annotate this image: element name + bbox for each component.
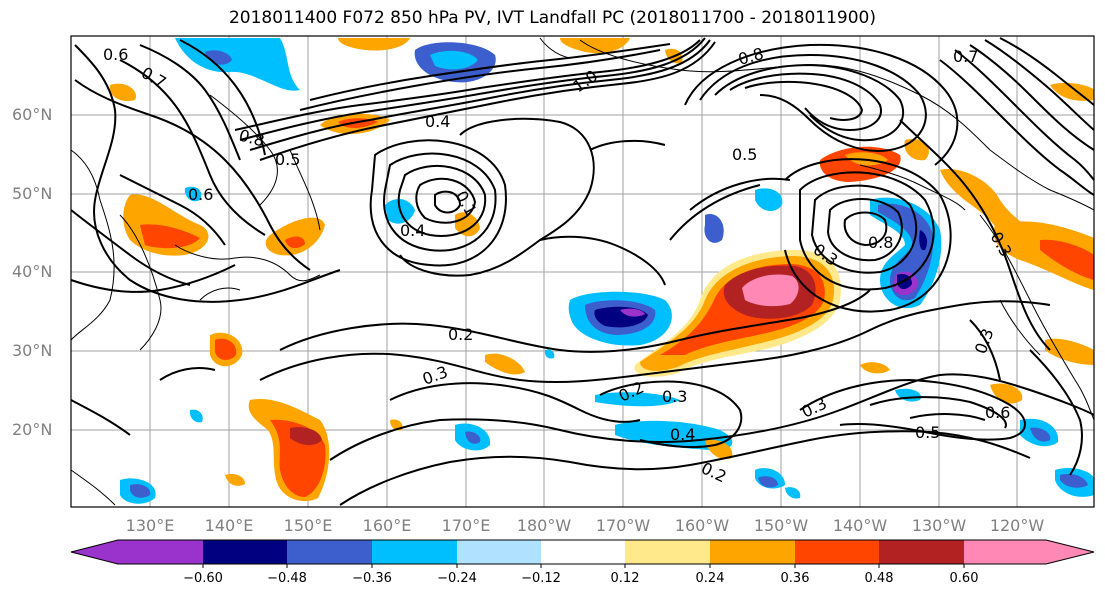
colorbar-tick-label: −0.24 — [437, 571, 477, 586]
colorbar-tick-label: 0.48 — [864, 571, 894, 586]
contour-label: 0.7 — [138, 63, 170, 92]
colorbar-bin — [879, 540, 964, 564]
colorbar-bin — [625, 540, 710, 564]
map-frame — [70, 35, 1095, 508]
lon-label-140e: 140°E — [204, 516, 254, 535]
map-title: 2018011400 F072 850 hPa PV, IVT Landfall… — [228, 8, 876, 28]
lat-label-20n: 20°N — [12, 420, 53, 439]
lat-label-30n: 30°N — [12, 341, 53, 360]
colorbar-tick-label: 0.36 — [780, 571, 810, 586]
lat-label-60n: 60°N — [12, 105, 53, 124]
colorbar-bin — [118, 540, 203, 564]
lon-label-140w: 140°W — [832, 516, 888, 535]
contour-label: 0.3 — [971, 326, 998, 356]
colorbar-extend-high — [1046, 540, 1094, 564]
contour-label: 1.0 — [569, 66, 601, 96]
colorbar-tick-label: −0.12 — [521, 571, 561, 586]
colorbar-bin — [541, 540, 625, 564]
contour-label-group: 0.6 0.7 1.0 0.8 0.7 0.8 0.4 0.5 0.6 0.5 … — [103, 44, 1016, 486]
lon-label-160e: 160°E — [362, 516, 412, 535]
contour-label: 0.4 — [400, 221, 425, 240]
lon-label-150w: 150°W — [753, 516, 809, 535]
colorbar-outline — [70, 539, 1095, 565]
colorbar-bin — [795, 540, 879, 564]
contour-label: 0.8 — [237, 126, 267, 151]
colorbar-tick-label: 0.12 — [610, 571, 640, 586]
lat-label-40n: 40°N — [12, 262, 53, 281]
lon-label-160w: 160°W — [674, 516, 730, 535]
contour-label: 0.3 — [662, 387, 687, 406]
colorbar-bin — [457, 540, 541, 564]
lon-label-120w: 120°W — [989, 516, 1045, 535]
lon-label-180w: 180°W — [516, 516, 572, 535]
colorbar-extend-low — [71, 540, 118, 564]
colorbar-bin — [287, 540, 372, 564]
contour-label: 0.5 — [732, 145, 757, 164]
colorbar-bin — [203, 540, 287, 564]
lon-label-130e: 130°E — [125, 516, 175, 535]
colorbar-tick-label: −0.48 — [267, 571, 307, 586]
contour-label: 0.2 — [448, 325, 473, 344]
contour-label: 0.1 — [452, 188, 481, 220]
contour-label: 0.6 — [188, 185, 213, 204]
contour-label: 0.8 — [736, 44, 766, 69]
colorbar-bin — [964, 540, 1046, 564]
colorbar-bin — [710, 540, 795, 564]
contour-label: 0.6 — [985, 403, 1010, 422]
contour-label: 0.5 — [275, 150, 300, 169]
contour-label: 0.8 — [868, 233, 893, 252]
pv-shading — [109, 38, 1094, 504]
colorbar-bin — [372, 540, 457, 564]
colorbar-tick-label: −0.36 — [352, 571, 392, 586]
colorbar — [70, 539, 1095, 568]
contour-label: 0.4 — [425, 112, 450, 131]
lat-label-50n: 50°N — [12, 184, 53, 203]
lon-label-170w: 170°W — [595, 516, 651, 535]
colorbar-tick-label: 0.60 — [949, 571, 979, 586]
lon-label-150e: 150°E — [283, 516, 333, 535]
contour-label: 0.7 — [953, 47, 978, 66]
contour-label: 0.3 — [799, 394, 830, 422]
lon-label-170e: 170°E — [441, 516, 491, 535]
contour-label: 0.6 — [103, 45, 128, 64]
colorbar-tick-label: −0.60 — [183, 571, 223, 586]
lon-label-130w: 130°W — [911, 516, 967, 535]
colorbar-tick-label: 0.24 — [695, 571, 725, 586]
contour-label: 0.5 — [915, 423, 940, 442]
contour-lines — [70, 37, 1095, 506]
contour-label: 0.4 — [670, 425, 695, 444]
